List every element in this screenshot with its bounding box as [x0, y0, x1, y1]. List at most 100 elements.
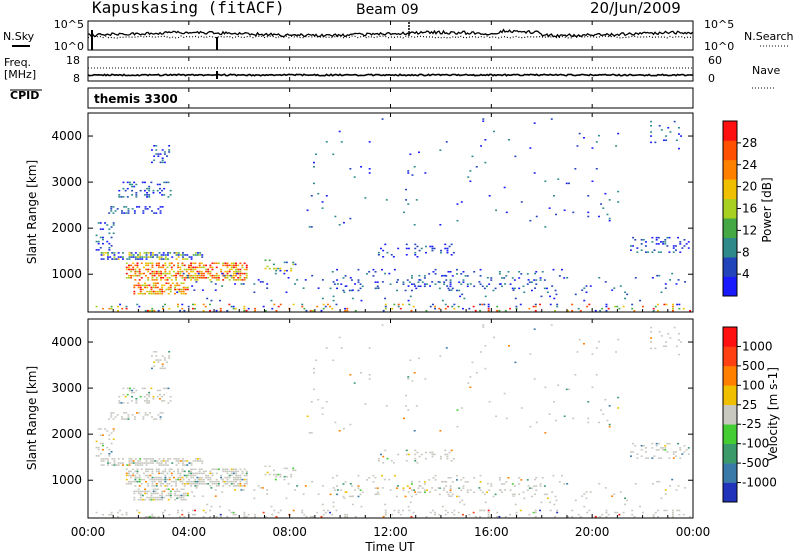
power-cell [192, 268, 195, 271]
velocity-cell [303, 513, 306, 516]
power-cell [178, 290, 181, 293]
velocity-cell [413, 372, 416, 374]
velocity-cell [313, 388, 315, 391]
velocity-cell [160, 485, 163, 487]
power-cell [553, 297, 556, 300]
power-cell [129, 181, 131, 184]
power-cell [136, 262, 139, 265]
velocity-cell [487, 513, 490, 516]
power-cell [421, 281, 424, 283]
power-cell [161, 149, 164, 151]
velocity-cell [450, 460, 453, 462]
velocity-cell [162, 511, 164, 514]
power-cell [678, 147, 680, 150]
velocity-cell [148, 391, 151, 394]
velocity-cell [415, 405, 418, 407]
velocity-cell [126, 393, 129, 396]
velocity-cell [198, 483, 201, 485]
velocity-cell [471, 361, 474, 364]
velocity-cell [685, 449, 688, 451]
velocity-cell [190, 474, 193, 477]
velocity-cell [151, 416, 153, 418]
velocity-cell [504, 515, 507, 518]
velocity-cell [110, 412, 113, 414]
power-cell [123, 212, 126, 214]
velocity-cell [402, 487, 405, 489]
power-cell [446, 285, 449, 287]
velocity-cell [534, 509, 537, 512]
power-cell [220, 268, 223, 271]
power-cell [141, 292, 144, 295]
power-cell [505, 275, 508, 277]
velocity-cell [425, 457, 427, 460]
velocity-cell [156, 462, 159, 464]
power-cell [554, 309, 557, 312]
velocity-cell [535, 485, 538, 487]
velocity-cell [480, 351, 483, 353]
power-cell [110, 236, 113, 239]
velocity-cell [196, 472, 199, 475]
power-cell [181, 307, 184, 310]
velocity-cell [149, 458, 152, 460]
power-cell [351, 289, 354, 291]
power-cell [514, 155, 517, 158]
power-cell [133, 212, 136, 214]
velocity-cell [181, 509, 184, 512]
power-cell [312, 309, 314, 312]
power-cell [164, 258, 167, 260]
power-cell [586, 305, 589, 308]
power-cell [161, 286, 164, 289]
velocity-cell [125, 474, 128, 477]
power-cell [126, 258, 129, 260]
power-cell [180, 282, 183, 285]
power-cell [645, 245, 647, 247]
power-cell [685, 243, 688, 245]
velocity-cell [675, 489, 678, 491]
power-cell [657, 309, 659, 312]
velocity-cell [357, 495, 360, 498]
power-cell [425, 245, 427, 248]
power-cell [407, 247, 410, 250]
power-cell [179, 274, 182, 277]
power-cell [174, 284, 177, 287]
power-cell [135, 196, 138, 198]
velocity-cell [183, 515, 186, 518]
power-cell [127, 208, 130, 210]
velocity-cell [386, 457, 389, 460]
power-cell [194, 279, 197, 281]
velocity-cell [342, 483, 345, 485]
velocity-cell [202, 472, 205, 475]
power-cell [156, 189, 159, 192]
power-cell [254, 309, 257, 312]
velocity-cell [689, 515, 692, 518]
velocity-cell [147, 483, 150, 485]
velocity-cell [162, 472, 165, 475]
velocity-cell [202, 483, 205, 485]
velocity-cell [245, 470, 248, 473]
power-cell [321, 279, 324, 281]
velocity-cell [478, 487, 481, 489]
power-cell [294, 283, 297, 285]
power-cell [409, 153, 412, 156]
velocity-cell [418, 485, 421, 487]
power-cell [678, 307, 681, 310]
velocity-cell [185, 480, 188, 483]
power-cell [450, 254, 453, 256]
power-cell [237, 279, 240, 281]
velocity-cell [336, 474, 339, 477]
velocity-cell [184, 460, 187, 462]
power-cell [571, 309, 574, 312]
power-cell [126, 187, 129, 190]
velocity-cell [440, 457, 442, 460]
velocity-cell [332, 359, 335, 362]
velocity-cell [141, 498, 144, 501]
power-cell [434, 305, 437, 308]
velocity-cell [526, 479, 529, 481]
power-cell [556, 305, 559, 308]
power-cell [153, 309, 156, 312]
noise-left-label: N.Sky [3, 30, 35, 43]
power-cell [613, 287, 616, 289]
velocity-cell [162, 458, 165, 460]
velocity-cell [164, 509, 167, 512]
power-cell [132, 266, 135, 269]
